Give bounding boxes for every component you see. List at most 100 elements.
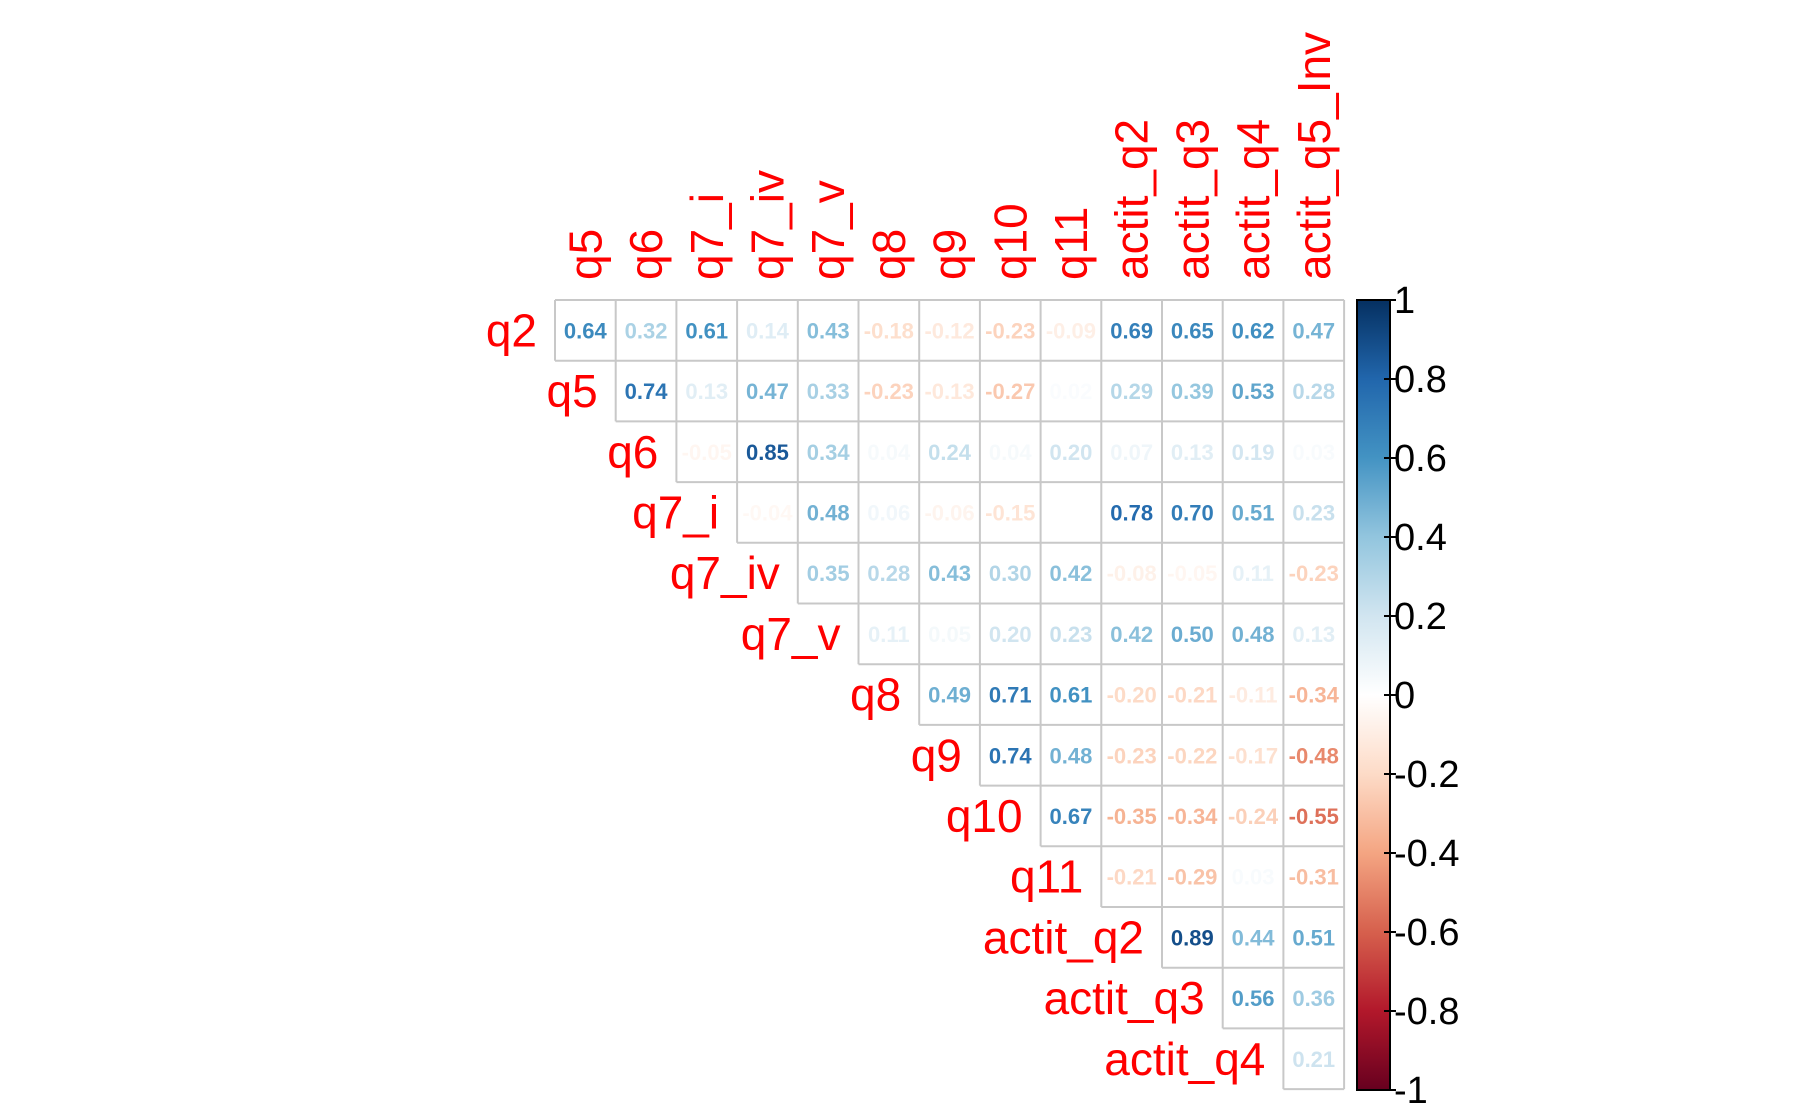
corr-value: 0.19 [1232, 440, 1275, 465]
corr-value: -0.06 [924, 500, 974, 525]
corr-value: 0.39 [1171, 379, 1214, 404]
corr-value: 0.71 [989, 683, 1032, 708]
corr-value: -0.34 [1289, 683, 1340, 708]
corr-value: -0.35 [1107, 804, 1157, 829]
corr-value: 0.47 [746, 379, 789, 404]
corr-cell [858, 300, 920, 361]
corr-value: 0.07 [1110, 440, 1153, 465]
corr-cell [919, 482, 980, 543]
corr-cell [979, 300, 1041, 361]
colorbar-tick-label: -0.2 [1394, 754, 1459, 796]
corr-cell [1222, 300, 1284, 361]
corr-value: -0.13 [924, 379, 974, 404]
corr-value: 0.29 [1110, 379, 1153, 404]
corr-cell [979, 542, 1041, 604]
corr-cell [1101, 846, 1162, 907]
column-labels: q5 q6 q7_i q7_iv q7_v q8 q9 q10 q11 actit_q2 actit… [559, 32, 1339, 280]
corr-value: 0.11 [868, 622, 910, 647]
colorbar-tick-label: -1 [1394, 1070, 1428, 1112]
corr-value: -0.22 [1167, 743, 1217, 768]
corr-value: 0.28 [867, 561, 910, 586]
corr-value: 0.33 [807, 379, 850, 404]
corr-value: 0.20 [1050, 440, 1093, 465]
corr-cell [1222, 421, 1284, 483]
corr-value: -0.18 [864, 318, 914, 343]
corr-value: -0.31 [1289, 865, 1339, 890]
colorbar-tick-label: -0.6 [1394, 912, 1459, 954]
row-label: actit_q2 [983, 911, 1144, 963]
corr-cell [1283, 785, 1345, 847]
column-label: q7_i [681, 193, 733, 280]
corr-value: 0.03 [1292, 440, 1335, 465]
corr-cell [615, 360, 677, 422]
corr-cell [858, 603, 920, 665]
corr-cell [797, 421, 859, 483]
corr-cell [858, 360, 920, 422]
corr-value: 0.21 [1292, 1047, 1335, 1072]
corr-cell [1162, 846, 1223, 907]
corr-cell [919, 360, 980, 422]
corr-cell [1162, 724, 1223, 786]
corr-value: 0.20 [989, 622, 1032, 647]
column-label: q10 [984, 203, 1036, 280]
corr-value: -0.23 [985, 318, 1035, 343]
corr-value: -0.23 [1107, 743, 1157, 768]
corr-value: -0.20 [1107, 683, 1157, 708]
corr-value: 0.70 [1171, 500, 1214, 525]
corr-cell [1040, 542, 1102, 604]
corr-cell [797, 300, 859, 361]
corr-cell [1101, 603, 1162, 665]
corr-cell [1101, 785, 1162, 847]
corr-cell [1283, 724, 1345, 786]
corr-cell [1222, 542, 1284, 604]
corr-value: -0.05 [1167, 561, 1217, 586]
corr-cell [1162, 907, 1223, 968]
corr-value: 0.62 [1232, 318, 1275, 343]
corr-cell [1040, 603, 1102, 665]
corr-cell [555, 300, 616, 361]
corr-value: 0.23 [1050, 622, 1093, 647]
corr-value: 0.51 [1232, 500, 1275, 525]
corr-cell [1162, 785, 1223, 847]
corr-value: 0.74 [989, 743, 1033, 768]
corr-value: 0.56 [1232, 986, 1275, 1011]
colorbar-tick-label: 0.8 [1394, 359, 1447, 401]
corr-value: 0.44 [1232, 925, 1276, 950]
corr-cell [1222, 724, 1284, 786]
column-label: q6 [620, 229, 672, 280]
corr-cell [737, 300, 798, 361]
row-label: q7_v [741, 608, 841, 660]
corr-cell [1040, 360, 1102, 422]
corr-value: 0.36 [1292, 986, 1335, 1011]
corr-value: 0.65 [1171, 318, 1214, 343]
corr-value: -0.11 [1229, 683, 1278, 708]
corr-value: 0.64 [564, 318, 608, 343]
corr-cell [1222, 967, 1284, 1029]
row-label: q11 [1010, 851, 1083, 903]
colorbar-tick-label: 0.2 [1394, 596, 1447, 638]
corr-value: 0.67 [1050, 804, 1093, 829]
corr-cell [858, 542, 920, 604]
corr-cell [979, 360, 1041, 422]
corr-cell [858, 482, 920, 543]
corr-value: 0.14 [746, 318, 790, 343]
corr-cell [1283, 664, 1345, 725]
corr-cell [1283, 360, 1345, 422]
corr-cell [1162, 360, 1223, 422]
corr-cell [1283, 603, 1345, 665]
corr-cell [1222, 846, 1284, 907]
corr-value: 0.04 [989, 440, 1033, 465]
corr-value: 0.34 [807, 440, 851, 465]
corr-value: 0.42 [1110, 622, 1153, 647]
colorbar-tick-label: 0.4 [1394, 517, 1447, 559]
corr-value: 0.04 [867, 440, 911, 465]
corr-value: 0.48 [807, 500, 850, 525]
corr-value: -0.04 [742, 500, 793, 525]
corr-cell [737, 482, 798, 543]
corr-value: -0.27 [985, 379, 1035, 404]
corr-value: -0.09 [1046, 318, 1096, 343]
corr-value: -0.17 [1228, 743, 1278, 768]
corr-cell [737, 360, 798, 422]
corr-value: 0.85 [746, 440, 789, 465]
corr-cell [1040, 785, 1102, 847]
